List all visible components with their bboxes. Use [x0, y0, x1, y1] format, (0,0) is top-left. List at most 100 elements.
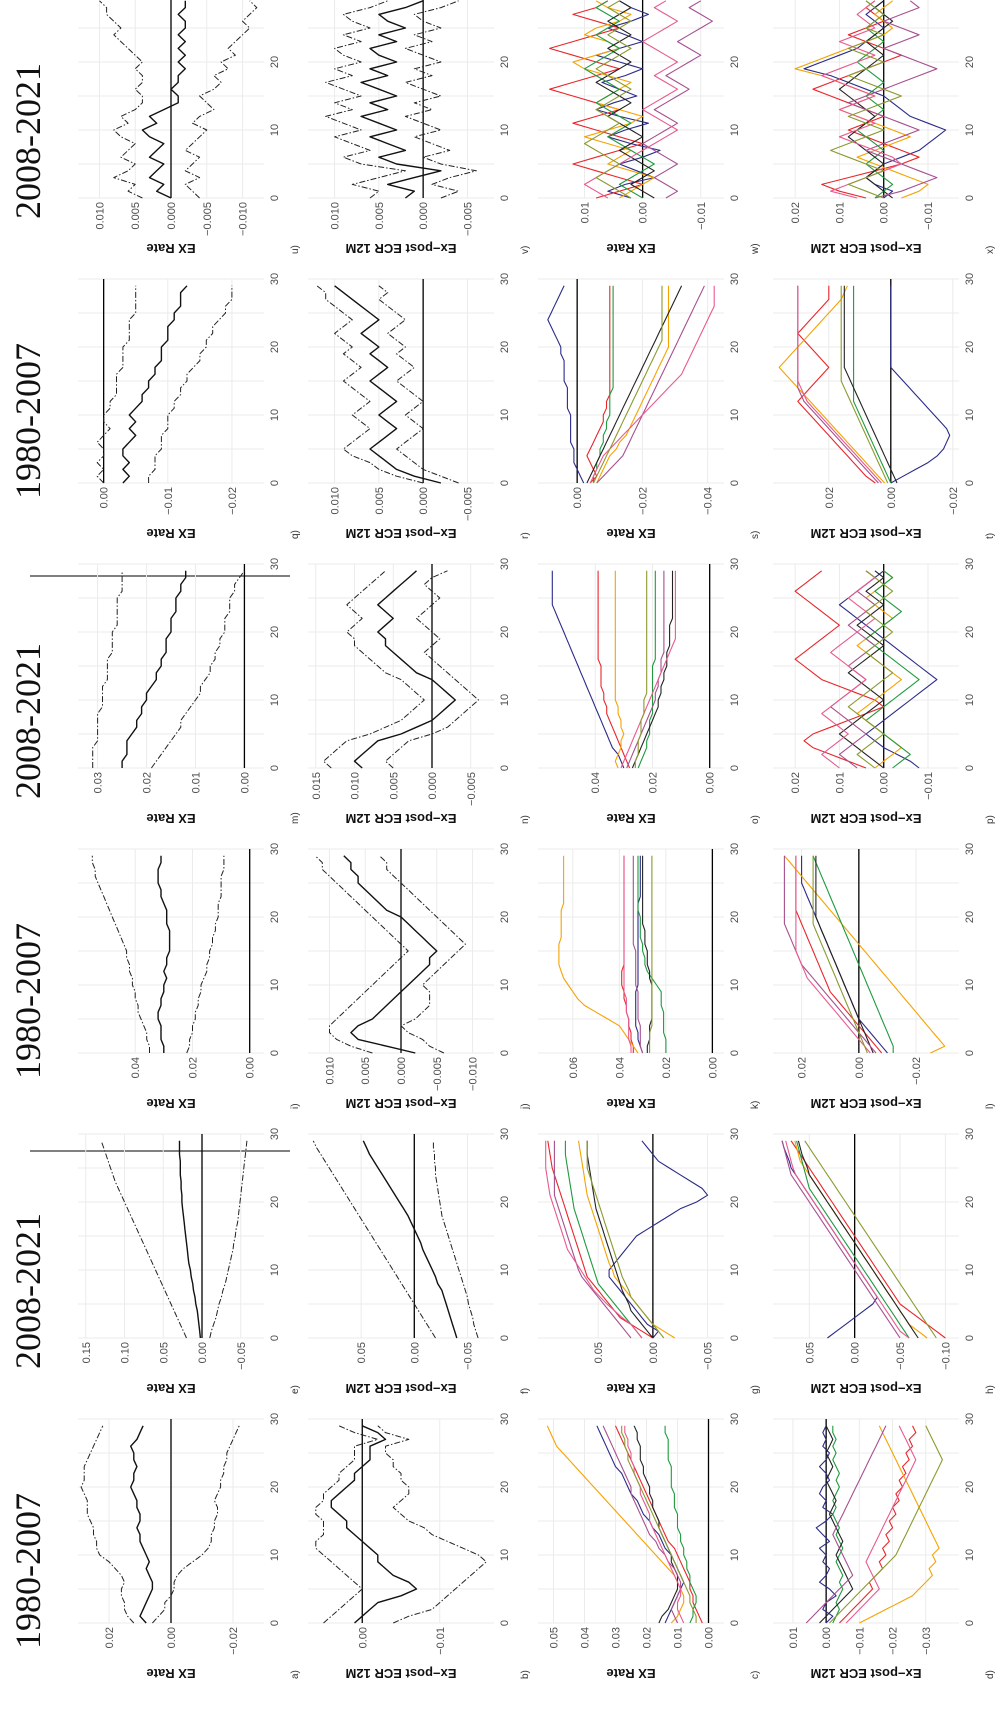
panel-r-xtick-label: 20	[499, 341, 511, 353]
panel-g-series-line-5	[553, 1140, 632, 1339]
panel-d-ylabel: Ex−post ECR 12M	[811, 1666, 922, 1681]
panel-h-ytick-label: −0.10	[940, 1342, 952, 1370]
panel-k-xtick-label: 20	[729, 911, 741, 923]
panel-t-series-line-4	[843, 285, 898, 484]
panel-w-series-line-7	[583, 0, 632, 199]
panel-d-xtick-label: 30	[964, 1413, 976, 1425]
panel-h-series-line-1	[790, 1140, 946, 1339]
panel-b-ytick-label: 0.00	[357, 1627, 369, 1648]
panel-u-letter: u)	[290, 245, 301, 254]
panel-u-series-lower	[184, 0, 258, 199]
panel-p-ytick-label: −0.01	[923, 772, 935, 800]
panel-g-series-line-2	[577, 1140, 676, 1339]
panel-k-letter: k)	[750, 1101, 761, 1109]
panel-d-series-line-4	[819, 1425, 854, 1624]
panel-i-series-lower	[186, 855, 225, 1054]
panel-h-series-line-6	[785, 1140, 910, 1339]
panel-x-ytick-label: 0.02	[790, 202, 802, 223]
panel-w-series-line-1	[549, 0, 644, 199]
panel-k-series-line-2	[558, 855, 639, 1054]
panel-b-series-estimate	[330, 1425, 418, 1624]
panel-n-ytick-label: −0.005	[466, 772, 478, 806]
panel-a-ylabel: EX Rate	[146, 1666, 195, 1681]
panel-w-series-line-5	[642, 0, 713, 199]
panel-q-letter: q)	[290, 530, 301, 539]
panel-f-xtick-label: 30	[499, 1128, 511, 1140]
panel-k-series-line-7	[649, 855, 653, 1053]
panel-x-series-line-7	[830, 0, 902, 199]
panel-d-series-line-1	[839, 1425, 917, 1624]
panel-g-series-line-6	[545, 1140, 643, 1339]
panel-e-ytick-label: −0.05	[236, 1342, 248, 1370]
panel-j-series-lower	[379, 855, 466, 1054]
panel-l-xtick-label: 30	[964, 843, 976, 855]
panel-v-ylabel: Ex−post ECR 12M	[346, 241, 457, 256]
panel-u-series-estimate	[141, 0, 187, 199]
panel-d: d) Ex−post ECR 12M 0.01 0.00 −0.01 −0.02 −0.03…	[773, 1413, 995, 1681]
panel-b: b) Ex−post ECR 12M 0.00 −0.01 0 10 20 30	[308, 1413, 531, 1681]
panel-a-ytick-label: 0.00	[166, 1627, 178, 1648]
panel-f-series-lower	[432, 1140, 479, 1339]
panel-i-series-upper	[91, 855, 150, 1053]
panel-b-xtick-label: 20	[499, 1481, 511, 1493]
panel-h-ytick-label: −0.05	[895, 1342, 907, 1370]
panel-l-xtick-label: 0	[964, 1050, 976, 1056]
panel-c-series-line-7	[621, 1425, 697, 1623]
panel-l-series-line-3	[812, 855, 894, 1053]
panel-o-ytick-label: 0.02	[647, 772, 659, 793]
panel-e-ytick-label: 0.10	[120, 1342, 132, 1363]
panel-t-ytick-label: 0.00	[886, 487, 898, 508]
panel-e-series-lower	[209, 1140, 248, 1339]
panel-l-series-line-2	[783, 855, 946, 1054]
panel-n-ylabel: Ex−post ECR 12M	[346, 811, 457, 826]
panel-n-letter: n)	[520, 815, 531, 824]
panel-s-series-line-5	[596, 285, 705, 484]
panel-j: j) Ex−post ECR 12M 0.010 0.005 0.000 −0.005 −0…	[308, 843, 531, 1111]
panel-i-ytick-label: 0.04	[130, 1057, 142, 1078]
panel-p-series-line-6	[821, 570, 876, 769]
panel-o-ylabel: EX Rate	[606, 811, 655, 826]
panel-x-series-line-4	[838, 0, 894, 199]
panel-l-ytick-label: −0.02	[911, 1057, 923, 1085]
panel-d-ytick-label: 0.01	[788, 1627, 800, 1648]
panel-i-series-estimate	[157, 855, 171, 1053]
panel-h-ytick-label: 0.05	[804, 1342, 816, 1363]
panel-g-ytick-label: 0.00	[648, 1342, 660, 1363]
panel-u-ytick-label: 0.005	[130, 202, 142, 230]
panel-d-letter: d)	[985, 1670, 995, 1679]
panel-h-xtick-label: 0	[964, 1335, 976, 1341]
panel-u-ytick-label: −0.010	[238, 202, 250, 236]
panel-a-series-estimate	[130, 1425, 154, 1624]
panel-w-ytick-label: −0.01	[696, 202, 708, 230]
panel-s-ylabel: EX Rate	[606, 526, 655, 541]
panel-c-ytick-label: 0.00	[704, 1627, 716, 1648]
panel-u-ytick-label: 0.010	[94, 202, 106, 230]
panel-x-series-line-0	[803, 0, 947, 199]
panel-m-ytick-label: 0.00	[239, 772, 251, 793]
panel-p-series-line-3	[865, 570, 920, 769]
panel-q-xtick-label: 10	[269, 409, 281, 421]
panel-q-ytick-label: −0.01	[163, 487, 175, 515]
panel-v-xtick-label: 20	[499, 56, 511, 68]
panel-d-ytick-label: −0.02	[888, 1627, 900, 1655]
panel-j-ylabel: Ex−post ECR 12M	[346, 1096, 457, 1111]
panel-x-series-line-6	[821, 0, 902, 199]
panel-p-ytick-label: 0.01	[834, 772, 846, 793]
panel-j-xtick-label: 10	[499, 979, 511, 991]
panel-p-ylabel: Ex−post ECR 12M	[811, 811, 922, 826]
panel-t-series-line-3	[853, 285, 892, 484]
panel-o-series-line-0	[551, 570, 625, 769]
panel-n-xtick-label: 0	[499, 765, 511, 771]
panel-e-series-estimate	[178, 1140, 202, 1339]
panel-b-xtick-label: 30	[499, 1413, 511, 1425]
panel-d-series-line-5	[805, 1425, 887, 1624]
panel-v-ytick-label: −0.005	[462, 202, 474, 236]
panel-r-ytick-label: 0.000	[418, 487, 430, 515]
panel-j-series-upper	[314, 855, 409, 1054]
panel-d-xtick-label: 10	[964, 1549, 976, 1561]
panel-r-xtick-label: 0	[499, 480, 511, 486]
panel-o-series-line-4	[631, 570, 674, 769]
panel-t-xtick-label: 0	[964, 480, 976, 486]
panel-c-ytick-label: 0.05	[549, 1627, 561, 1648]
panel-k-series-line-0	[635, 855, 644, 1054]
